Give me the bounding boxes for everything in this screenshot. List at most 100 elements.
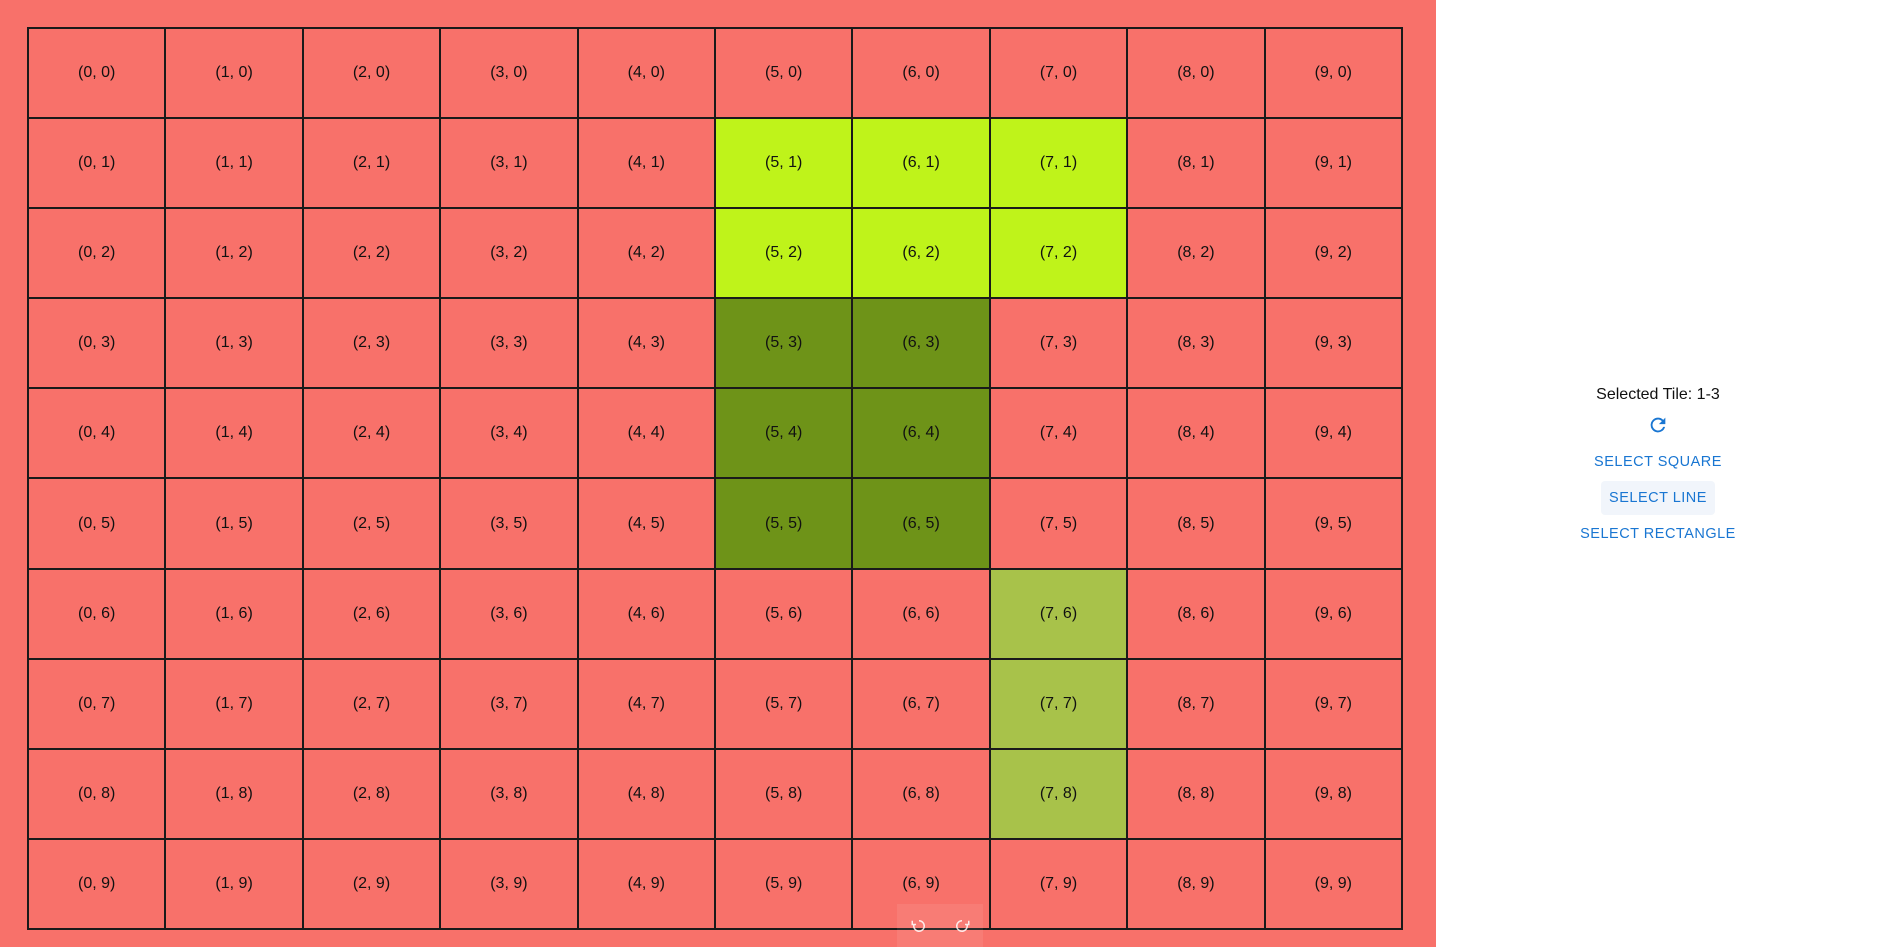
tile-4-7[interactable]: (4, 7) [577,658,715,749]
tile-1-9[interactable]: (1, 9) [165,838,303,929]
tile-0-8[interactable]: (0, 8) [28,748,166,839]
tile-0-2[interactable]: (0, 2) [28,208,166,299]
tile-7-5[interactable]: (7, 5) [989,478,1128,569]
tile-7-2[interactable]: (7, 2) [989,208,1128,299]
tile-4-9[interactable]: (4, 9) [577,838,715,929]
tile-3-5[interactable]: (3, 5) [440,478,578,569]
tile-3-6[interactable]: (3, 6) [440,568,578,659]
tile-7-0[interactable]: (7, 0) [989,28,1128,119]
tile-0-0[interactable]: (0, 0) [28,28,166,119]
tile-6-8[interactable]: (6, 8) [852,748,990,839]
tile-5-7[interactable]: (5, 7) [714,658,853,749]
tile-8-9[interactable]: (8, 9) [1127,838,1265,929]
tile-2-1[interactable]: (2, 1) [302,118,441,209]
tile-1-2[interactable]: (1, 2) [165,208,303,299]
tile-3-7[interactable]: (3, 7) [440,658,578,749]
tile-0-3[interactable]: (0, 3) [28,298,166,389]
tile-1-7[interactable]: (1, 7) [165,658,303,749]
tile-6-1[interactable]: (6, 1) [852,118,990,209]
tile-1-5[interactable]: (1, 5) [165,478,303,569]
tile-7-9[interactable]: (7, 9) [989,838,1128,929]
tile-5-0[interactable]: (5, 0) [714,28,853,119]
tile-4-3[interactable]: (4, 3) [577,298,715,389]
tile-2-4[interactable]: (2, 4) [302,388,441,479]
tile-0-6[interactable]: (0, 6) [28,568,166,659]
tile-2-9[interactable]: (2, 9) [302,838,441,929]
tile-8-4[interactable]: (8, 4) [1127,388,1265,479]
tile-4-5[interactable]: (4, 5) [577,478,715,569]
tile-3-0[interactable]: (3, 0) [440,28,578,119]
tile-6-6[interactable]: (6, 6) [852,568,990,659]
tile-1-4[interactable]: (1, 4) [165,388,303,479]
tile-8-1[interactable]: (8, 1) [1127,118,1265,209]
tile-5-3[interactable]: (5, 3) [714,298,853,389]
tile-9-6[interactable]: (9, 6) [1264,568,1402,659]
tile-7-8[interactable]: (7, 8) [989,748,1128,839]
undo-button[interactable] [906,913,932,939]
tile-2-7[interactable]: (2, 7) [302,658,441,749]
redo-button[interactable] [949,913,975,939]
tile-7-4[interactable]: (7, 4) [989,388,1128,479]
tile-8-0[interactable]: (8, 0) [1127,28,1265,119]
tile-6-9[interactable]: (6, 9) [852,838,990,929]
select-rectangle-button[interactable]: SELECT RECTANGLE [1580,525,1736,542]
tile-7-1[interactable]: (7, 1) [989,118,1128,209]
tile-3-8[interactable]: (3, 8) [440,748,578,839]
tile-9-3[interactable]: (9, 3) [1264,298,1402,389]
tile-5-1[interactable]: (5, 1) [714,118,853,209]
tile-4-4[interactable]: (4, 4) [577,388,715,479]
tile-2-6[interactable]: (2, 6) [302,568,441,659]
tile-6-4[interactable]: (6, 4) [852,388,990,479]
tile-4-0[interactable]: (4, 0) [577,28,715,119]
tile-8-2[interactable]: (8, 2) [1127,208,1265,299]
tile-3-2[interactable]: (3, 2) [440,208,578,299]
tile-0-7[interactable]: (0, 7) [28,658,166,749]
tile-1-3[interactable]: (1, 3) [165,298,303,389]
tile-6-7[interactable]: (6, 7) [852,658,990,749]
tile-3-9[interactable]: (3, 9) [440,838,578,929]
tile-4-8[interactable]: (4, 8) [577,748,715,839]
tile-8-8[interactable]: (8, 8) [1127,748,1265,839]
tile-6-5[interactable]: (6, 5) [852,478,990,569]
tile-6-3[interactable]: (6, 3) [852,298,990,389]
tile-9-7[interactable]: (9, 7) [1264,658,1402,749]
tile-9-4[interactable]: (9, 4) [1264,388,1402,479]
tile-8-6[interactable]: (8, 6) [1127,568,1265,659]
tile-1-0[interactable]: (1, 0) [165,28,303,119]
tile-8-3[interactable]: (8, 3) [1127,298,1265,389]
select-line-button[interactable]: SELECT LINE [1601,480,1715,515]
tile-7-6[interactable]: (7, 6) [989,568,1128,659]
tile-8-7[interactable]: (8, 7) [1127,658,1265,749]
tile-2-3[interactable]: (2, 3) [302,298,441,389]
tile-7-7[interactable]: (7, 7) [989,658,1128,749]
tile-3-3[interactable]: (3, 3) [440,298,578,389]
tile-4-1[interactable]: (4, 1) [577,118,715,209]
tile-9-0[interactable]: (9, 0) [1264,28,1402,119]
tile-1-1[interactable]: (1, 1) [165,118,303,209]
select-square-button[interactable]: SELECT SQUARE [1594,453,1722,470]
tile-4-6[interactable]: (4, 6) [577,568,715,659]
tile-5-8[interactable]: (5, 8) [714,748,853,839]
refresh-button[interactable] [1643,410,1673,440]
tile-4-2[interactable]: (4, 2) [577,208,715,299]
tile-6-2[interactable]: (6, 2) [852,208,990,299]
tile-0-1[interactable]: (0, 1) [28,118,166,209]
tile-0-9[interactable]: (0, 9) [28,838,166,929]
tile-8-5[interactable]: (8, 5) [1127,478,1265,569]
tile-0-4[interactable]: (0, 4) [28,388,166,479]
tile-2-0[interactable]: (2, 0) [302,28,441,119]
tile-7-3[interactable]: (7, 3) [989,298,1128,389]
tile-5-5[interactable]: (5, 5) [714,478,853,569]
tile-9-8[interactable]: (9, 8) [1264,748,1402,839]
tile-9-9[interactable]: (9, 9) [1264,838,1402,929]
tile-0-5[interactable]: (0, 5) [28,478,166,569]
tile-9-1[interactable]: (9, 1) [1264,118,1402,209]
tile-2-5[interactable]: (2, 5) [302,478,441,569]
tile-9-5[interactable]: (9, 5) [1264,478,1402,569]
tile-2-8[interactable]: (2, 8) [302,748,441,839]
tile-5-2[interactable]: (5, 2) [714,208,853,299]
tile-9-2[interactable]: (9, 2) [1264,208,1402,299]
tile-5-4[interactable]: (5, 4) [714,388,853,479]
tile-1-6[interactable]: (1, 6) [165,568,303,659]
tile-3-4[interactable]: (3, 4) [440,388,578,479]
